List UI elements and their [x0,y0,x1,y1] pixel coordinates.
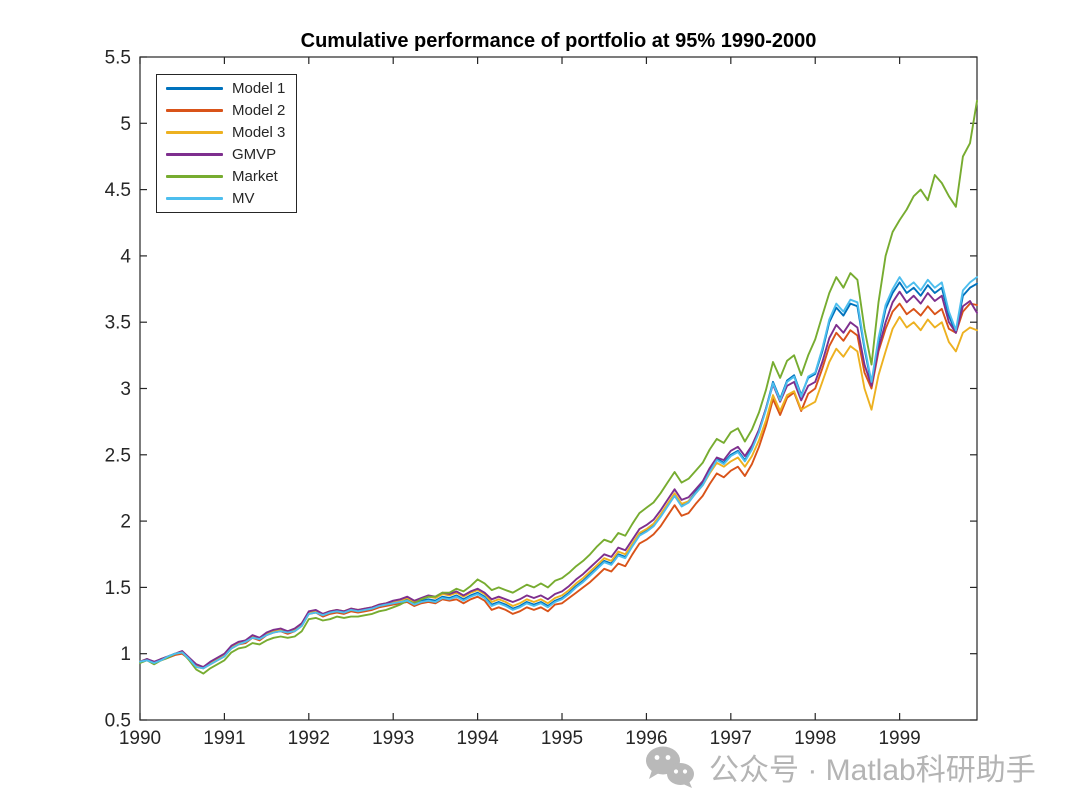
y-tick-label: 1.5 [105,578,131,599]
legend: Model 1 Model 2 Model 3 GMVP Market MV [156,74,297,213]
y-tick-label: 2 [120,512,131,533]
y-tick-label: 4.5 [105,180,131,201]
watermark-text: 公众号 · Matlab科研助手 [709,754,1036,787]
y-tick-label: 0.5 [105,711,131,732]
wechat-icon [646,746,694,788]
x-tick-label: 1994 [456,728,499,749]
legend-label: GMVP [232,146,277,163]
x-tick-label: 1990 [119,728,161,749]
y-tick-label: 5 [120,114,131,135]
legend-item-gmvp: GMVP [157,144,296,165]
legend-item-model-2: Model 2 [157,100,296,121]
y-tick-label: 1 [120,644,131,665]
series-line-model-2 [139,302,978,670]
y-tick-label: 3.5 [105,313,131,334]
legend-swatch [166,87,223,90]
y-tick-label: 2.5 [105,445,131,466]
x-tick-label: 1998 [794,728,836,749]
x-tick-label: 1991 [203,728,245,749]
x-tick-label: 1992 [288,728,330,749]
legend-item-mv: MV [157,188,296,209]
x-tick-label: 1995 [541,728,583,749]
series-line-mv [139,276,978,670]
legend-item-market: Market [157,166,296,187]
chart-title: Cumulative performance of portfolio at 9… [300,30,817,52]
series-line-model-1 [139,281,978,670]
legend-label: MV [232,190,255,207]
legend-label: Model 2 [232,102,286,119]
x-tick-label: 1993 [372,728,414,749]
legend-swatch [166,109,223,112]
y-tick-label: 5.5 [105,48,131,69]
legend-item-model-1: Model 1 [157,78,296,99]
legend-swatch [166,131,223,134]
legend-label: Market [232,168,278,185]
y-tick-label: 4 [120,246,131,267]
series-line-gmvp [139,290,978,668]
legend-swatch [166,175,223,178]
watermark: 公众号 · Matlab科研助手 [643,744,1036,790]
x-tick-label: 1997 [710,728,752,749]
legend-swatch [166,153,223,156]
legend-swatch [166,197,223,200]
legend-item-model-3: Model 3 [157,122,296,143]
legend-label: Model 3 [232,124,286,141]
legend-label: Model 1 [232,80,286,97]
x-tick-label: 1996 [625,728,667,749]
y-tick-label: 3 [120,379,131,400]
x-tick-label: 1999 [878,728,920,749]
series-line-market [139,99,978,675]
series-line-model-3 [139,315,978,668]
